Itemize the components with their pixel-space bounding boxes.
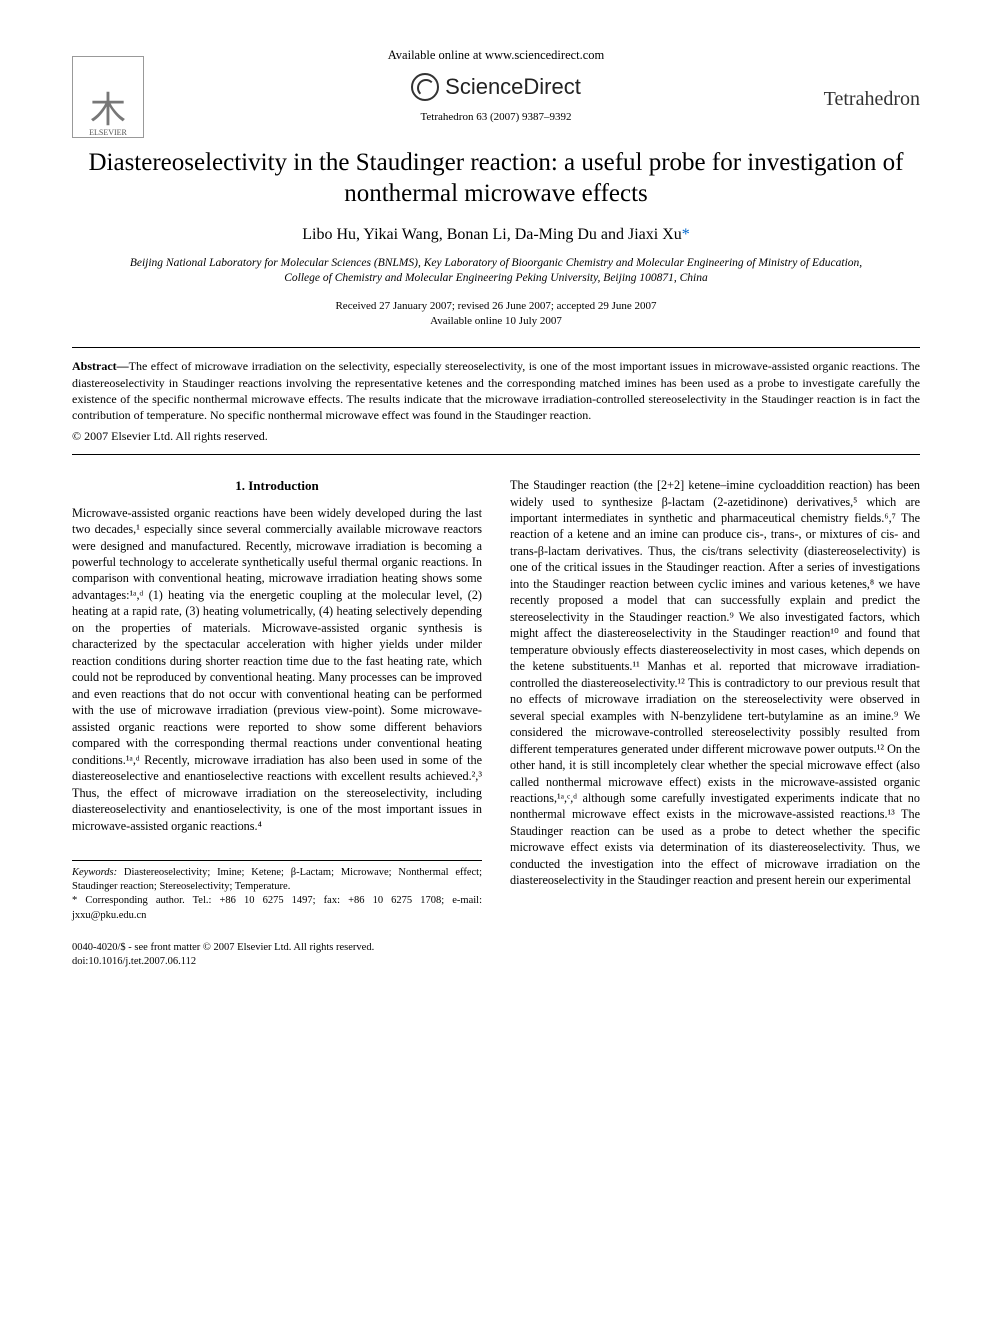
rule-bottom: [72, 454, 920, 455]
doi-line: doi:10.1016/j.tet.2007.06.112: [72, 955, 920, 970]
authors-line: Libo Hu, Yikai Wang, Bonan Li, Da-Ming D…: [72, 226, 920, 244]
journal-name: Tetrahedron: [824, 88, 920, 111]
article-title: Diastereoselectivity in the Staudinger r…: [72, 147, 920, 210]
available-online-line: Available online at www.sciencedirect.co…: [72, 48, 920, 63]
header-center: Available online at www.sciencedirect.co…: [72, 48, 920, 123]
keywords-text: Diastereoselectivity; Imine; Ketene; β-L…: [72, 867, 482, 892]
footnotes-block: Keywords: Diastereoselectivity; Imine; K…: [72, 860, 482, 923]
tree-icon: ⽊: [90, 92, 126, 128]
swirl-icon: [411, 73, 439, 101]
elsevier-logo: ⽊ ELSEVIER: [72, 56, 144, 138]
article-dates: Received 27 January 2007; revised 26 Jun…: [72, 299, 920, 330]
keywords-line: Keywords: Diastereoselectivity; Imine; K…: [72, 866, 482, 894]
footer-meta: 0040-4020/$ - see front matter © 2007 El…: [72, 941, 920, 970]
keywords-label: Keywords:: [72, 867, 117, 878]
corresponding-author-line: * Corresponding author. Tel.: +86 10 627…: [72, 894, 482, 922]
page-header: ⽊ ELSEVIER Tetrahedron Available online …: [72, 48, 920, 123]
affiliation: Beijing National Laboratory for Molecula…: [112, 256, 880, 287]
received-line: Received 27 January 2007; revised 26 Jun…: [72, 299, 920, 314]
corresponding-star-icon: *: [682, 226, 690, 243]
abstract-text: The effect of microwave irradiation on t…: [72, 359, 920, 422]
online-line: Available online 10 July 2007: [72, 314, 920, 329]
rule-top: [72, 347, 920, 348]
elsevier-label: ELSEVIER: [89, 128, 127, 137]
authors-text: Libo Hu, Yikai Wang, Bonan Li, Da-Ming D…: [302, 226, 682, 243]
issn-line: 0040-4020/$ - see front matter © 2007 El…: [72, 941, 920, 956]
abstract-block: Abstract—The effect of microwave irradia…: [72, 358, 920, 423]
intro-paragraph-right: The Staudinger reaction (the [2+2] keten…: [510, 477, 920, 889]
body-columns: 1. Introduction Microwave-assisted organ…: [72, 477, 920, 923]
section-heading: 1. Introduction: [72, 477, 482, 495]
sciencedirect-text: ScienceDirect: [445, 74, 581, 100]
abstract-copyright: © 2007 Elsevier Ltd. All rights reserved…: [72, 429, 920, 444]
right-column: The Staudinger reaction (the [2+2] keten…: [510, 477, 920, 923]
left-column: 1. Introduction Microwave-assisted organ…: [72, 477, 482, 923]
intro-paragraph-left: Microwave-assisted organic reactions hav…: [72, 505, 482, 834]
abstract-label: Abstract—: [72, 359, 129, 373]
citation-line: Tetrahedron 63 (2007) 9387–9392: [72, 111, 920, 123]
sciencedirect-logo: ScienceDirect: [411, 73, 581, 101]
